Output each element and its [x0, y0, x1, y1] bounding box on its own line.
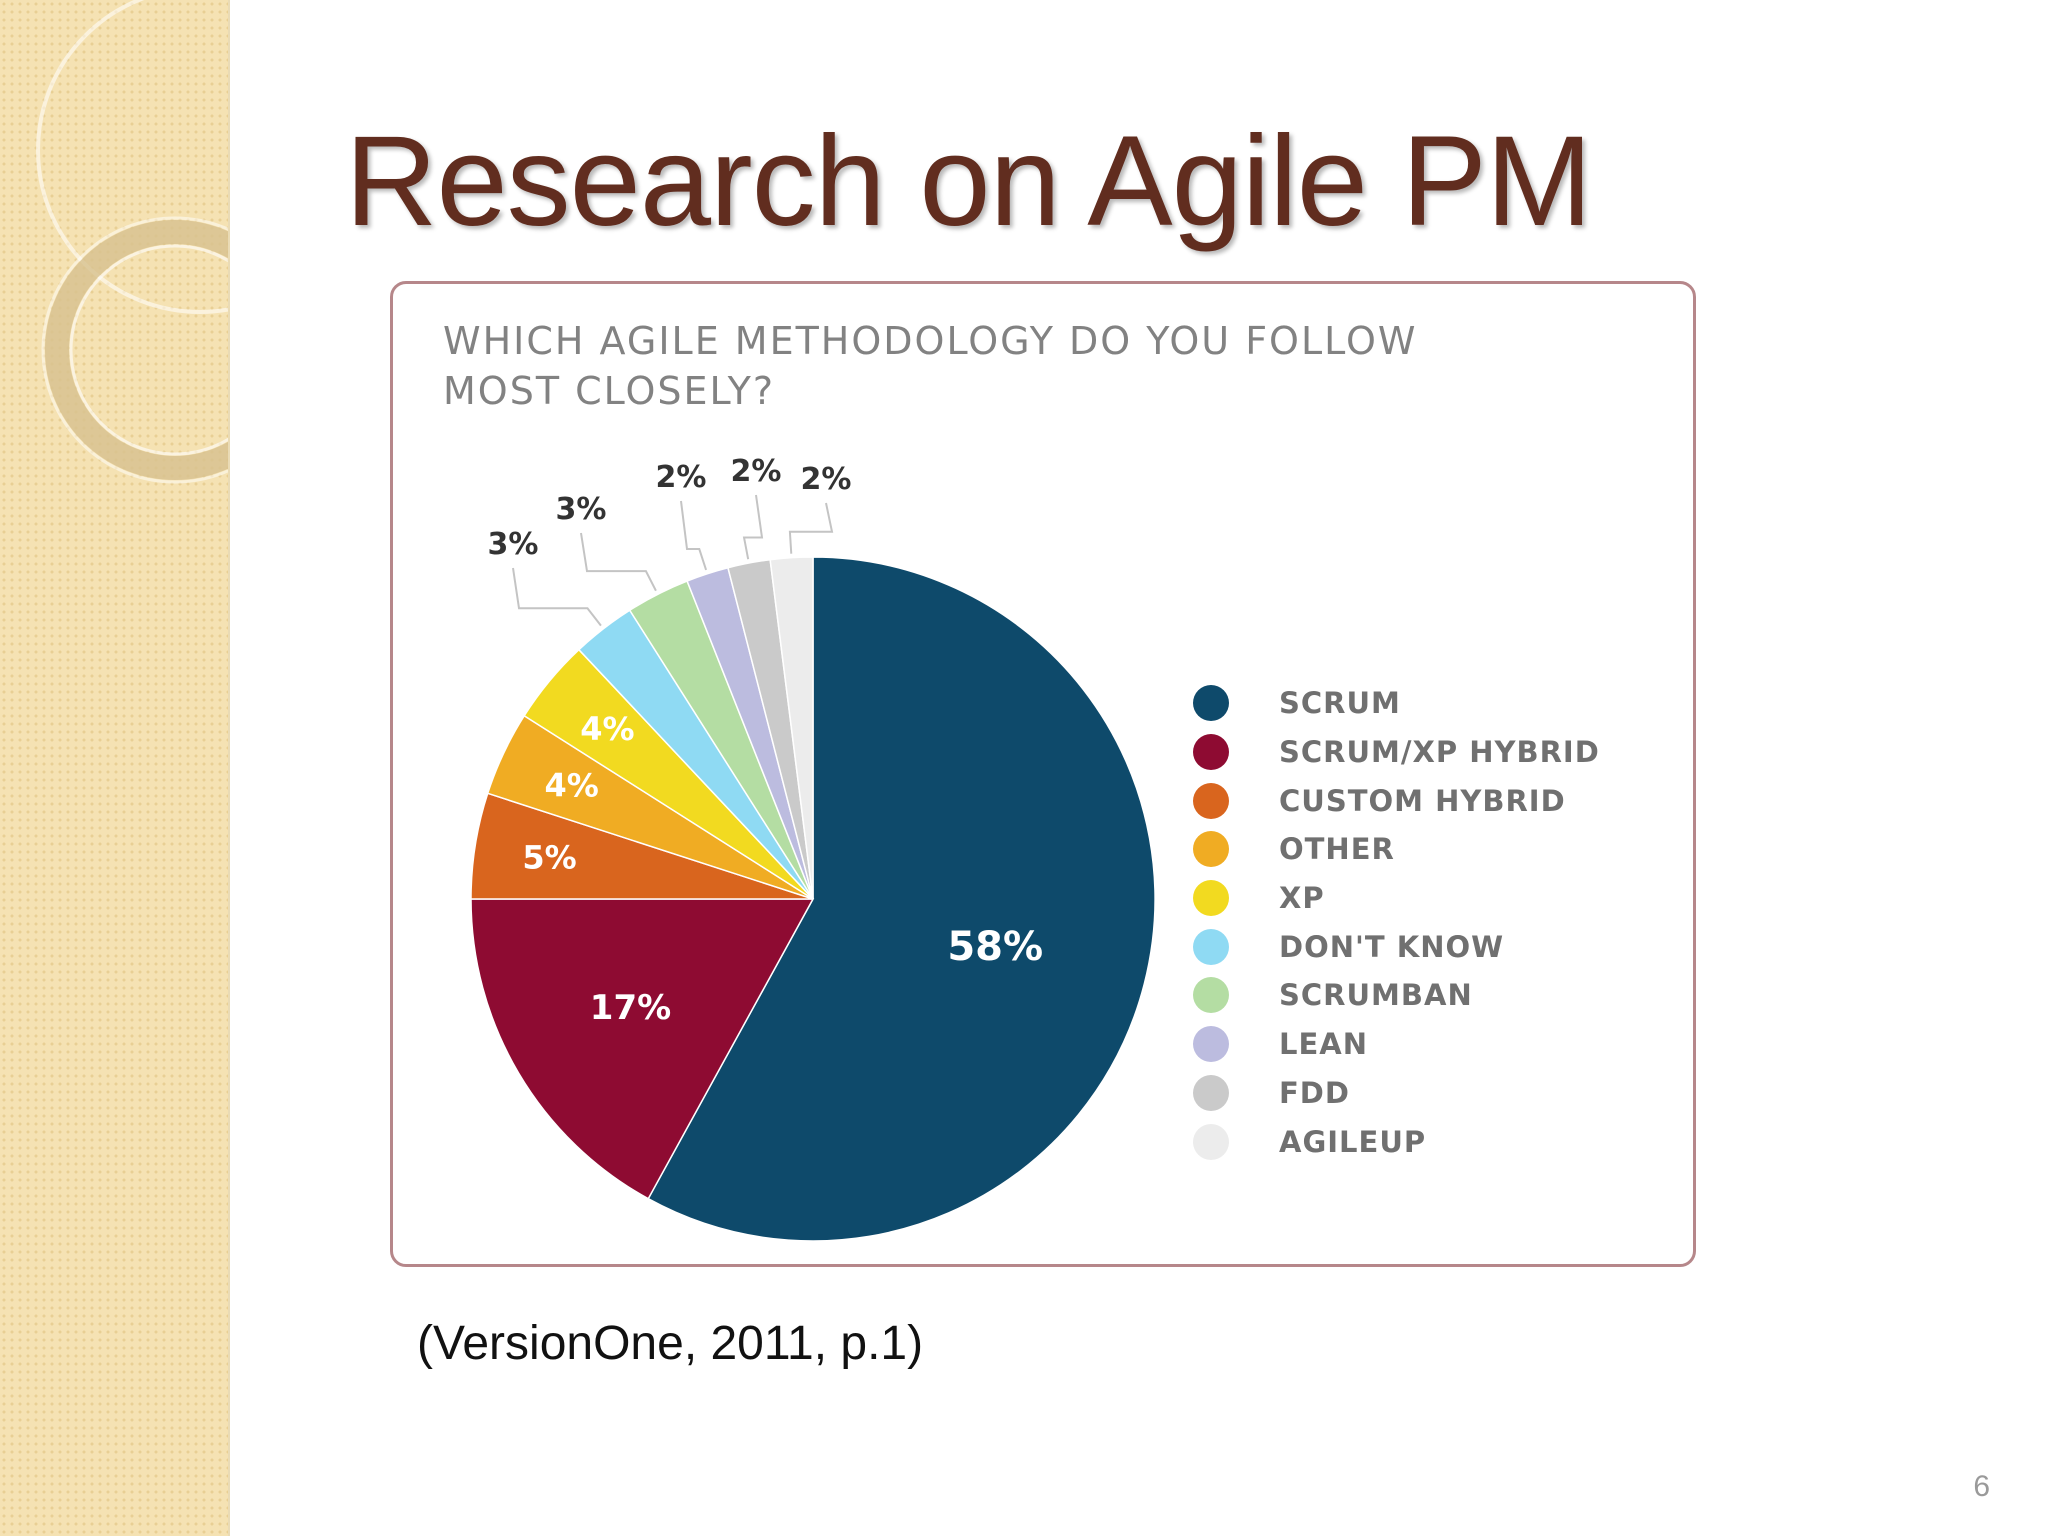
source-citation: (VersionOne, 2011, p.1): [417, 1317, 924, 1370]
legend-label-don-t-know: DON'T KNOW: [1279, 929, 1505, 964]
legend-item-don-t-know: DON'T KNOW: [1193, 922, 1600, 971]
legend-item-lean: LEAN: [1193, 1020, 1600, 1069]
legend-swatch-don-t-know: [1193, 928, 1229, 965]
pie-slice-agileup: [769, 556, 814, 900]
chart-title: WHICH AGILE METHODOLOGY DO YOU FOLLOW MO…: [443, 319, 1418, 413]
leader-line-don-t-know: [512, 567, 602, 627]
data-label-scrum: 58%: [947, 924, 1043, 970]
legend-item-agileup: AGILEUP: [1193, 1117, 1600, 1166]
legend-label-xp: XP: [1279, 881, 1325, 916]
legend-label-fdd: FDD: [1279, 1075, 1350, 1110]
data-label-don-t-know: 3%: [488, 527, 539, 562]
sidebar-rings-graphic: [36, 0, 228, 484]
legend-label-custom-hybrid: CUSTOM HYBRID: [1279, 783, 1566, 818]
pie-slice-scrum: [647, 556, 1156, 1242]
legend-item-xp: XP: [1193, 874, 1600, 923]
data-label-fdd: 2%: [731, 454, 782, 489]
legend-item-fdd: FDD: [1193, 1069, 1600, 1118]
legend-swatch-fdd: [1193, 1074, 1229, 1111]
data-label-custom-hybrid: 5%: [522, 838, 576, 876]
legend-item-scrum: SCRUM: [1193, 679, 1600, 728]
legend-label-other: OTHER: [1279, 832, 1395, 867]
legend-label-scrum-xp-hybrid: SCRUM/XP HYBRID: [1279, 735, 1600, 770]
legend-swatch-scrum-xp-hybrid: [1193, 734, 1229, 771]
leader-line-agileup: [788, 502, 834, 554]
legend-swatch-xp: [1193, 880, 1229, 917]
legend-swatch-scrumban: [1193, 977, 1229, 1014]
legend-item-other: OTHER: [1193, 825, 1600, 874]
pie-chart: 58% 17% 5% 4% 4% 3% 3% 2% 2% 2%: [470, 454, 1156, 1242]
legend-swatch-agileup: [1193, 1123, 1229, 1160]
decorative-sidebar: [0, 0, 230, 1536]
data-label-xp: 4%: [580, 710, 634, 748]
leader-line-fdd: [742, 494, 764, 560]
chart-frame: 58% 17% 5% 4% 4% 3% 3% 2% 2% 2% WHICH AGILE METHO…: [390, 281, 1696, 1267]
pie-slice-scrum-xp-hybrid: [470, 898, 815, 1200]
slide-number: 6: [1973, 1470, 1990, 1503]
legend-item-scrum-xp-hybrid: SCRUM/XP HYBRID: [1193, 728, 1600, 777]
data-label-agileup: 2%: [801, 462, 852, 497]
legend-swatch-other: [1193, 831, 1229, 868]
legend-item-scrumban: SCRUMBAN: [1193, 971, 1600, 1020]
legend-label-lean: LEAN: [1279, 1027, 1369, 1062]
chart-legend: SCRUM SCRUM/XP HYBRID CUSTOM HYBRID OTHER XP…: [1193, 679, 1600, 1166]
leader-line-scrumban: [580, 532, 657, 592]
legend-label-agileup: AGILEUP: [1279, 1124, 1427, 1159]
legend-swatch-custom-hybrid: [1193, 782, 1229, 819]
legend-swatch-scrum: [1193, 685, 1229, 722]
legend-item-custom-hybrid: CUSTOM HYBRID: [1193, 776, 1600, 825]
leader-line-lean: [680, 500, 708, 571]
data-label-scrumban: 3%: [556, 492, 607, 527]
data-label-lean: 2%: [656, 460, 707, 495]
legend-label-scrum: SCRUM: [1279, 686, 1401, 721]
legend-swatch-lean: [1193, 1026, 1229, 1063]
legend-label-scrumban: SCRUMBAN: [1279, 978, 1473, 1013]
slide-title: Research on Agile PM: [345, 110, 1592, 253]
data-label-other: 4%: [544, 767, 598, 805]
data-label-scrum-xp-hybrid: 17%: [590, 988, 671, 1028]
